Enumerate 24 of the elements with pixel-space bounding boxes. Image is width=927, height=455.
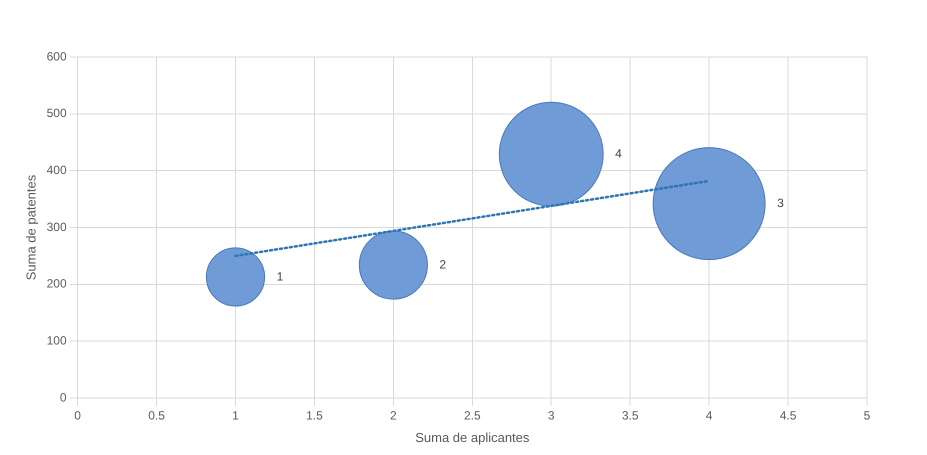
x-tick-label: 0.5 (148, 408, 166, 423)
series-label: 4 (615, 146, 622, 160)
series-label: 2 (439, 257, 446, 272)
x-tick-label: 4 (706, 408, 713, 423)
y-tick-label: 500 (46, 106, 67, 120)
x-axis-title: Suma de aplicantes (415, 430, 530, 445)
y-tick-label: 0 (60, 390, 67, 404)
y-tick-label: 600 (46, 49, 67, 64)
y-tick-label: 300 (46, 220, 67, 234)
series-label: 1 (276, 269, 284, 284)
x-tick-label: 4.5 (780, 408, 797, 423)
x-tick-label: 1 (232, 408, 240, 423)
x-tick-label: 3.5 (622, 408, 639, 423)
series-label: 3 (777, 196, 784, 210)
x-tick-label: 2.5 (464, 408, 481, 423)
x-tick-label: 3 (548, 408, 555, 423)
y-tick-label: 400 (46, 162, 67, 177)
x-tick-label: 5 (864, 408, 871, 423)
x-tick-label: 0 (74, 408, 82, 423)
y-axis-title: Suma de patentes (23, 174, 38, 280)
y-tick-label: 200 (46, 276, 67, 291)
x-tick-label: 2 (390, 408, 398, 423)
y-tick-label: 100 (46, 333, 67, 348)
x-tick-label: 1.5 (306, 408, 324, 423)
